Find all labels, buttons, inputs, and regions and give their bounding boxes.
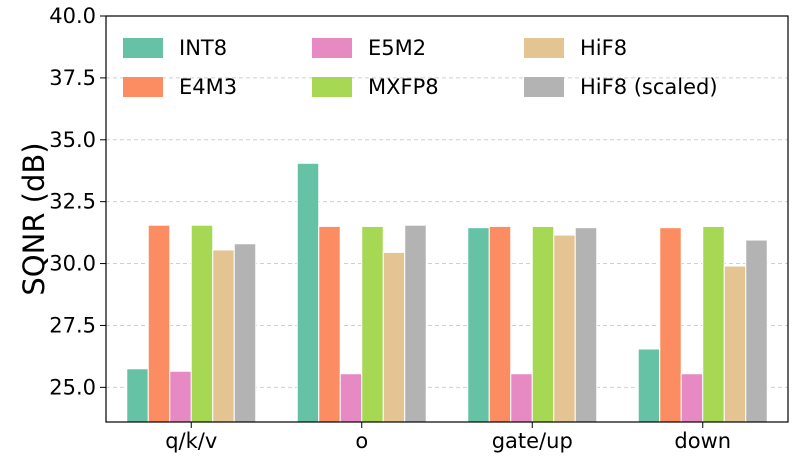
y-tick-label: 30.0 xyxy=(49,252,96,276)
legend-label: HiF8 (scaled) xyxy=(580,75,718,99)
legend-item: E4M3 xyxy=(123,75,237,99)
bar-int8-gate-up xyxy=(467,227,490,423)
legend-swatch xyxy=(312,38,352,58)
bar-hif8-o xyxy=(382,251,406,423)
x-tick-label: down xyxy=(674,429,731,453)
x-tick-label: gate/up xyxy=(492,429,573,453)
bar-mxfp8-o xyxy=(361,225,384,423)
bar-hif8-scaled--down xyxy=(745,239,768,423)
bar-layer xyxy=(126,162,768,423)
legend-label: E5M2 xyxy=(368,36,426,60)
y-tick-label: 37.5 xyxy=(49,66,96,90)
legend-item: HiF8 (scaled) xyxy=(524,75,718,99)
x-tick-label: o xyxy=(355,429,368,453)
legend-swatch xyxy=(123,77,163,97)
legend-label: E4M3 xyxy=(179,75,237,99)
bar-hif8-down xyxy=(723,265,747,423)
legend-label: MXFP8 xyxy=(368,75,439,99)
bar-e4m3-q-k-v xyxy=(147,224,171,423)
legend-label: INT8 xyxy=(179,36,227,60)
bar-e5m2-gate-up xyxy=(510,373,533,423)
bar-mxfp8-down xyxy=(702,225,725,423)
legend-label: HiF8 xyxy=(580,36,627,60)
bar-hif8-q-k-v xyxy=(212,249,235,423)
bar-mxfp8-q-k-v xyxy=(190,224,214,423)
legend: INT8 E4M3 E5M2 MXFP8 HiF8 HiF8 (scaled) xyxy=(123,36,718,99)
bar-e5m2-q-k-v xyxy=(169,370,192,423)
bar-hif8-scaled--gate-up xyxy=(574,227,598,423)
x-axis: q/k/v o gate/up down xyxy=(165,422,731,453)
legend-item: INT8 xyxy=(123,36,227,60)
legend-swatch xyxy=(312,77,352,97)
y-tick-label: 40.0 xyxy=(49,4,96,28)
bar-hif8-scaled--q-k-v xyxy=(233,243,257,423)
bar-hif8-gate-up xyxy=(553,234,576,423)
x-tick-label: q/k/v xyxy=(165,429,217,453)
y-tick-label: 32.5 xyxy=(49,190,96,214)
bar-e5m2-o xyxy=(339,373,363,423)
plot-frame xyxy=(105,15,789,423)
bar-int8-down xyxy=(637,348,661,423)
y-tick-label: 25.0 xyxy=(49,375,96,399)
bar-hif8-scaled--o xyxy=(404,224,427,423)
y-axis-label: SQNR (dB) xyxy=(17,142,51,295)
bar-e4m3-down xyxy=(659,227,682,423)
legend-item: E5M2 xyxy=(312,36,426,60)
y-tick-label: 27.5 xyxy=(49,313,96,337)
legend-swatch xyxy=(123,38,163,58)
y-tick-label: 35.0 xyxy=(49,128,96,152)
bar-e4m3-gate-up xyxy=(488,225,512,423)
bar-int8-o xyxy=(296,162,320,423)
y-axis: 25.0 27.5 30.0 32.5 35.0 37.5 40.0 xyxy=(49,4,106,399)
legend-item: HiF8 xyxy=(524,36,627,60)
bar-e5m2-down xyxy=(680,373,704,423)
bar-int8-q-k-v xyxy=(126,368,149,423)
bar-mxfp8-gate-up xyxy=(531,225,555,423)
legend-item: MXFP8 xyxy=(312,75,439,99)
legend-swatch xyxy=(524,38,564,58)
legend-swatch xyxy=(524,77,564,97)
bar-e4m3-o xyxy=(318,225,341,423)
